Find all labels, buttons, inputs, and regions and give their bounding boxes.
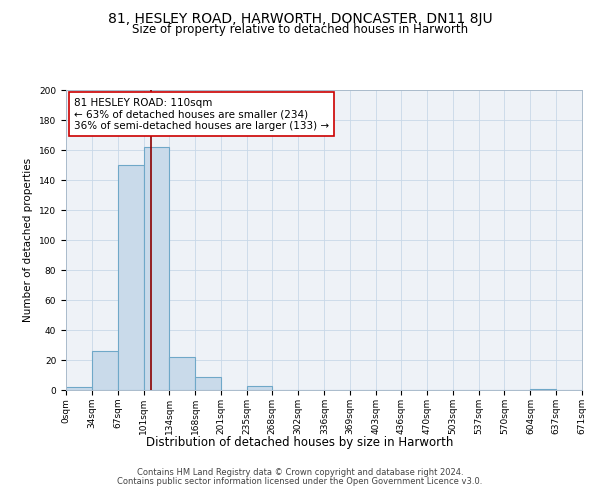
Bar [530,388,556,390]
Bar [92,351,118,390]
Bar [66,387,92,390]
Bar [247,386,272,390]
Bar [118,165,143,390]
Text: Distribution of detached houses by size in Harworth: Distribution of detached houses by size … [146,436,454,449]
Text: Contains HM Land Registry data © Crown copyright and database right 2024.: Contains HM Land Registry data © Crown c… [137,468,463,477]
Y-axis label: Number of detached properties: Number of detached properties [23,158,34,322]
Text: Contains public sector information licensed under the Open Government Licence v3: Contains public sector information licen… [118,476,482,486]
Text: 81, HESLEY ROAD, HARWORTH, DONCASTER, DN11 8JU: 81, HESLEY ROAD, HARWORTH, DONCASTER, DN… [107,12,493,26]
Bar [169,357,195,390]
Text: 81 HESLEY ROAD: 110sqm
← 63% of detached houses are smaller (234)
36% of semi-de: 81 HESLEY ROAD: 110sqm ← 63% of detached… [74,98,329,130]
Bar [195,376,221,390]
Bar [143,147,169,390]
Text: Size of property relative to detached houses in Harworth: Size of property relative to detached ho… [132,22,468,36]
